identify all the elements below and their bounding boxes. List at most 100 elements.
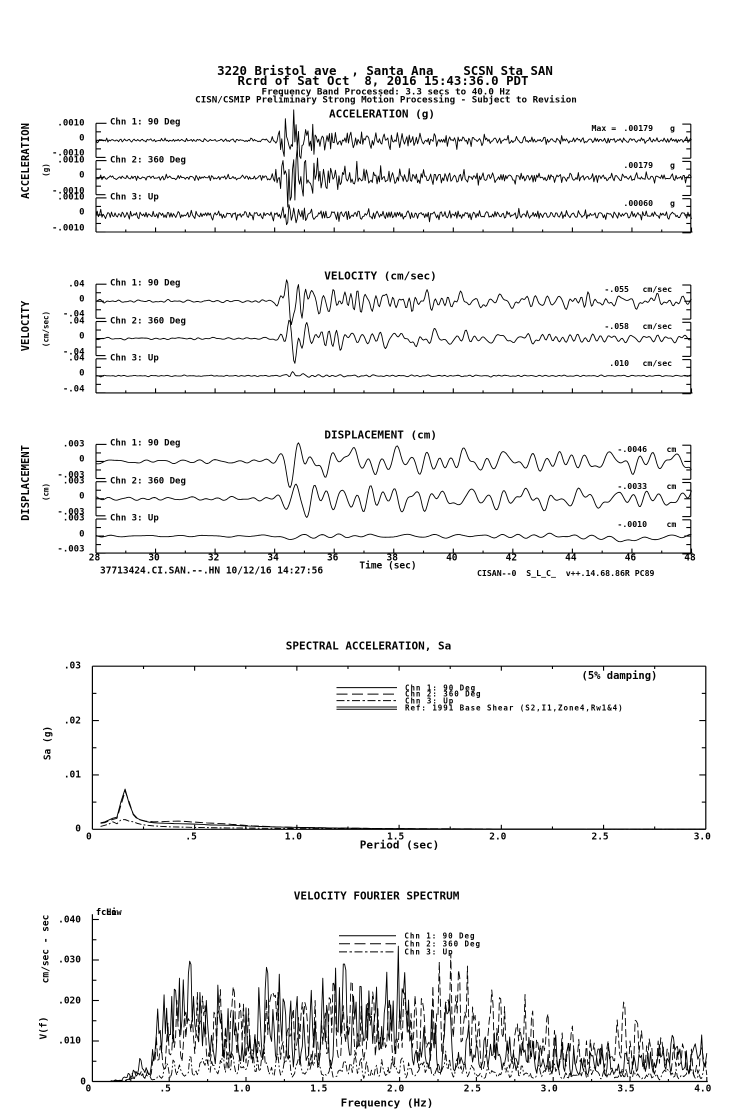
- fourier-legend-1: Chn 1: 90 Deg: [404, 930, 476, 940]
- sa-xtick-2.5: 2.5: [591, 831, 609, 843]
- fourier-xtick-2.5: 2.5: [463, 1083, 481, 1095]
- sa-xtick-2.0: 2.0: [489, 831, 507, 843]
- fourier-xtick-3.0: 3.0: [540, 1083, 558, 1095]
- displacement-max-value: -.0010: [617, 518, 647, 529]
- acceleration-max-unit: g: [670, 160, 675, 171]
- header-disclaimer-line: CISN/CSMIP Preliminary Strong Motion Pro…: [195, 93, 577, 105]
- velocity-trace-ch3: [95, 371, 692, 378]
- velocity-ch1-ytick-min: -.04: [62, 309, 85, 320]
- time-xtick-46: 46: [624, 552, 637, 564]
- fourier-ytick-.030: .030: [58, 954, 81, 966]
- fourier-ytick-.040: .040: [58, 913, 81, 925]
- acceleration-ch3-ytick-max: .0010: [57, 192, 85, 203]
- fourier-legend-3: Chn 3: Up: [404, 947, 454, 957]
- displacement-ch1-ytick-zero: 0: [79, 454, 85, 465]
- sa-curve-ch2: [100, 790, 706, 830]
- displacement-max-unit: cm: [666, 481, 677, 492]
- header-band-line: Frequency Band Processed: 3.3 secs to 40…: [261, 85, 511, 97]
- velocity-yunit: (cm/sec): [41, 310, 51, 347]
- displacement-ylabel: DISPLACEMENT: [20, 444, 33, 521]
- velocity-ylabel: VELOCITY: [19, 300, 32, 352]
- velocity-ch3-ytick-min: -.04: [62, 384, 85, 395]
- sa-xtick-1.0: 1.0: [284, 831, 302, 843]
- velocity-max-unit: cm/sec: [642, 358, 673, 369]
- fourier-xtick-3.5: 3.5: [617, 1083, 635, 1095]
- velocity-ch1-ytick-max: .04: [68, 279, 85, 289]
- displacement-channel-label: Chn 3: Up: [110, 513, 159, 524]
- header-station-line: 3220 Bristol ave , Santa Ana SCSN Sta SA…: [217, 62, 553, 78]
- acceleration-trace-ch3: [95, 204, 692, 226]
- acceleration-channel-label: Chn 3: Up: [110, 192, 159, 203]
- displacement-max-value: -.0033: [617, 481, 647, 492]
- acceleration-ch2-ytick-max: .0010: [57, 155, 85, 166]
- acceleration-ch3-ytick-zero: 0: [79, 207, 85, 218]
- displacement-ch3-ytick-min: -.003: [57, 544, 85, 555]
- time-xtick-32: 32: [207, 552, 220, 564]
- velocity-ch2-ytick-max: .04: [68, 316, 85, 327]
- acceleration-trace-ch1: [95, 109, 692, 159]
- velocity-max-value: -.055: [604, 283, 629, 294]
- fourier-xlabel: Frequency (Hz): [340, 1096, 434, 1109]
- time-xtick-40: 40: [446, 552, 458, 564]
- time-xtick-36: 36: [326, 552, 339, 564]
- velocity-ch2-ytick-zero: 0: [79, 331, 85, 342]
- fourier-fclow-marker: fcLow: [96, 907, 122, 918]
- sa-ytick-.03: .03: [63, 660, 81, 672]
- fourier-legend-2: Chn 2: 360 Deg: [404, 939, 481, 949]
- velocity-trace-ch2: [95, 319, 692, 364]
- sa-xtick-.5: .5: [185, 831, 197, 843]
- fourier-ytick-.020: .020: [58, 994, 81, 1006]
- velocity-ch3-ytick-zero: 0: [79, 368, 85, 379]
- acceleration-ch3-ytick-min: -.0010: [51, 223, 85, 234]
- sa-xlabel: Period (sec): [359, 838, 440, 852]
- velocity-ch3-ytick-max: .04: [68, 353, 85, 364]
- acceleration-yunit: (g): [41, 163, 51, 177]
- time-xtick-42: 42: [505, 552, 518, 564]
- displacement-channel-label: Chn 1: 90 Deg: [110, 438, 181, 449]
- velocity-ch1-ytick-zero: 0: [79, 294, 85, 305]
- acceleration-max-value: .00179: [623, 160, 653, 171]
- acceleration-max-prefix: Max =: [591, 122, 617, 133]
- sa-ytick-.01: .01: [63, 769, 81, 781]
- sa-xtick-3.0: 3.0: [693, 831, 711, 843]
- fourier-curve-ch3: [92, 1042, 708, 1082]
- velocity-ch2-ytick-min: -.04: [62, 347, 85, 358]
- fourier-title: VELOCITY FOURIER SPECTRUM: [293, 889, 460, 903]
- fourier-ytick-0: 0: [80, 1075, 86, 1087]
- time-axis-label: Time (sec): [359, 559, 417, 571]
- velocity-max-unit: cm/sec: [642, 320, 673, 331]
- displacement-ch1-ytick-max: .003: [62, 439, 85, 450]
- acceleration-max-unit: g: [670, 122, 675, 133]
- acceleration-ch1-ytick-min: -.0010: [51, 148, 85, 159]
- displacement-trace-ch2: [95, 483, 692, 518]
- acceleration-max-unit: g: [670, 197, 675, 208]
- sa-legend-3: Chn 3: Up: [405, 695, 455, 705]
- fourier-curve-ch2: [92, 953, 708, 1082]
- velocity-max-value: -.058: [604, 320, 629, 331]
- fourier-xtick-1.5: 1.5: [310, 1083, 328, 1095]
- velocity-max-unit: cm/sec: [642, 283, 673, 294]
- acceleration-channel-label: Chn 2: 360 Deg: [110, 155, 186, 166]
- acceleration-max-value: .00060: [623, 197, 653, 208]
- sa-legend-1: Chn 1: 90 Deg: [405, 682, 477, 692]
- fourier-xtick-2.0: 2.0: [387, 1083, 405, 1095]
- time-xtick-30: 30: [148, 552, 160, 564]
- velocity-trace-ch1: [95, 279, 692, 326]
- time-xtick-38: 38: [386, 552, 398, 564]
- acceleration-ylabel: ACCELERATION: [20, 123, 33, 200]
- sa-damping-note: (5% damping): [581, 669, 658, 682]
- fourier-xtick-4.0: 4.0: [694, 1083, 712, 1095]
- displacement-max-unit: cm: [666, 443, 677, 454]
- sa-legend-4: Ref: 1991 Base Shear (S2,I1,Zone4,Rw1&4): [405, 703, 624, 713]
- displacement-ch2-ytick-max: .003: [62, 476, 85, 487]
- fourier-curve-ch1: [92, 945, 708, 1082]
- sa-curve-ch3: [100, 819, 706, 830]
- fourier-xtick-0: 0: [85, 1083, 92, 1095]
- acceleration-ch1-ytick-max: .0010: [57, 118, 85, 129]
- header-record-line: Rcrd of Sat Oct 8, 2016 15:43:36.0 PDT: [237, 73, 529, 89]
- displacement-title: DISPLACEMENT (cm): [324, 428, 437, 442]
- fourier-xtick-1.0: 1.0: [233, 1083, 251, 1095]
- displacement-channel-label: Chn 2: 360 Deg: [110, 476, 186, 487]
